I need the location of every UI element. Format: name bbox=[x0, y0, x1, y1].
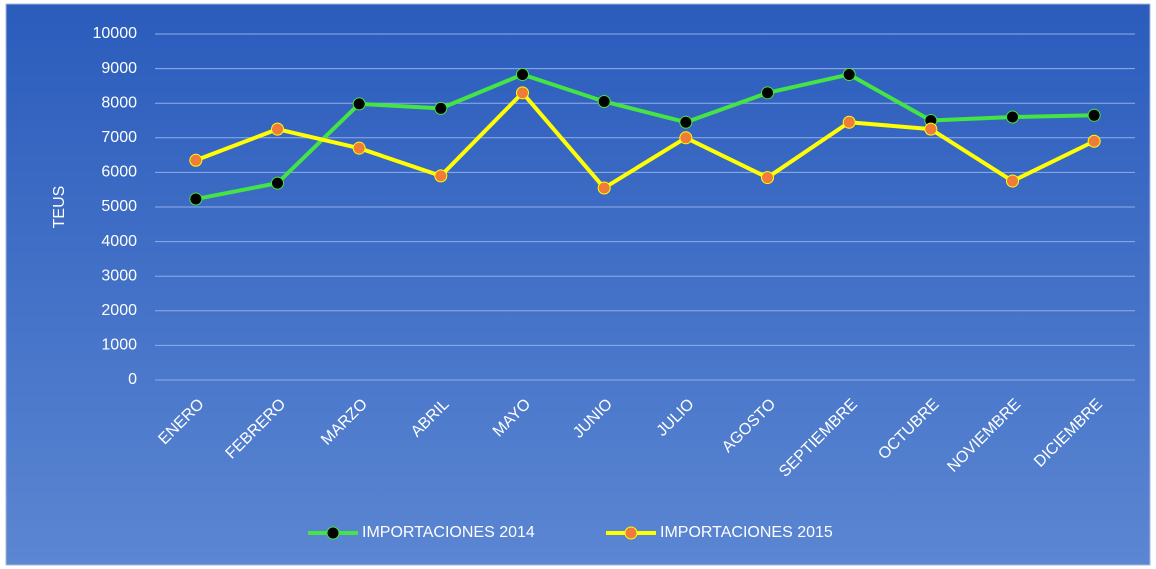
y-tick-label: 1000 bbox=[101, 337, 137, 354]
data-point bbox=[1087, 108, 1101, 122]
series-line bbox=[195, 90, 1096, 190]
data-point bbox=[516, 86, 529, 100]
y-tick-label: 9000 bbox=[101, 60, 137, 77]
y-tick-label: 8000 bbox=[101, 94, 137, 111]
y-tick-label: 4000 bbox=[101, 233, 137, 250]
y-tick-label: 0 bbox=[128, 371, 137, 388]
data-point bbox=[189, 192, 203, 206]
y-tick-label: 2000 bbox=[101, 302, 137, 319]
data-point bbox=[1006, 174, 1019, 188]
y-tick-label: 10000 bbox=[93, 25, 138, 42]
data-point bbox=[679, 131, 693, 145]
data-point bbox=[597, 94, 611, 108]
y-tick-label: 3000 bbox=[101, 267, 137, 284]
data-point bbox=[271, 122, 284, 136]
data-point bbox=[516, 67, 529, 81]
data-point bbox=[1087, 134, 1101, 148]
legend-label: IMPORTACIONES 2015 bbox=[660, 524, 833, 541]
data-point bbox=[271, 176, 284, 190]
data-point bbox=[597, 181, 611, 195]
data-point bbox=[352, 97, 366, 111]
y-tick-label: 7000 bbox=[101, 129, 137, 146]
data-point bbox=[679, 115, 693, 129]
y-tick-label: 6000 bbox=[101, 164, 137, 181]
chart-background bbox=[5, 3, 1151, 566]
legend-marker bbox=[326, 526, 340, 540]
legend-label: IMPORTACIONES 2014 bbox=[362, 524, 535, 541]
data-point bbox=[924, 122, 938, 136]
data-point bbox=[761, 171, 774, 185]
data-point bbox=[842, 67, 856, 81]
data-point bbox=[761, 86, 774, 100]
legend-marker bbox=[624, 526, 638, 540]
data-point bbox=[434, 169, 448, 183]
y-axis-label: TEUS bbox=[51, 186, 68, 229]
series-line bbox=[195, 72, 1095, 202]
data-point bbox=[352, 141, 366, 155]
data-point bbox=[434, 101, 448, 115]
data-point bbox=[1006, 110, 1019, 124]
data-point bbox=[189, 153, 203, 167]
y-tick-label: 5000 bbox=[101, 198, 137, 215]
data-point bbox=[842, 115, 856, 129]
